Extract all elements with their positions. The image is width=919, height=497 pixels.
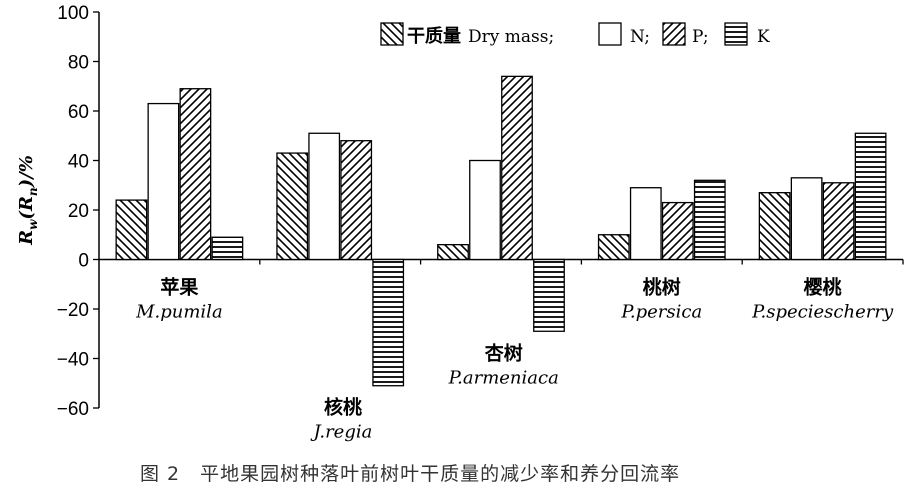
legend-label-dry-mass-cn: 干质量: [407, 25, 461, 47]
y-tick-label: −40: [57, 350, 89, 371]
category-label-cn: 樱桃: [804, 276, 842, 299]
legend-swatch-k: [724, 22, 748, 46]
legend-label-p: P;: [692, 27, 709, 47]
bar-j-regia-series-1: [276, 152, 309, 261]
bar-p-armeniaca-series-1: [437, 243, 469, 261]
bar-p-speciescherry-series-2: [790, 177, 823, 261]
y-tick-label: 20: [68, 201, 89, 222]
bar-p-persica-series-3: [661, 201, 694, 261]
bar-j-regia-series-4: [372, 258, 405, 387]
category-label-latin: J.regia: [310, 422, 373, 443]
category-label-cn: 桃树: [643, 276, 681, 299]
category-label-latin: M.pumila: [135, 302, 223, 323]
bar-m-pumila-series-2: [147, 102, 180, 261]
bar-m-pumila-series-4: [211, 236, 244, 261]
bars-layer: [115, 75, 887, 387]
legend-label-dry-mass-en: Dry mass;: [468, 27, 554, 47]
bar-p-speciescherry-series-4: [854, 132, 887, 261]
y-tick-label: 100: [57, 3, 89, 24]
category-label-latin: P.persica: [620, 302, 702, 323]
legend-label-n: N;: [630, 27, 650, 47]
y-tick-label: 80: [68, 53, 89, 74]
category-label-cn: 杏树: [484, 341, 523, 364]
bar-p-armeniaca-series-4: [533, 258, 565, 332]
bar-m-pumila-series-3: [179, 88, 212, 261]
y-tick-label: −20: [57, 300, 89, 321]
bar-j-regia-series-2: [308, 132, 341, 261]
legend-swatch-dry-mass: [380, 22, 404, 46]
y-tick-label: 60: [68, 102, 89, 123]
bar-p-speciescherry-series-3: [822, 182, 855, 261]
y-tick-label: 40: [68, 152, 89, 173]
legend-swatch-p: [662, 22, 686, 46]
bar-p-armeniaca-series-3: [501, 75, 533, 261]
bar-p-persica-series-4: [693, 179, 726, 261]
bar-p-armeniaca-series-2: [469, 159, 501, 261]
category-labels-layer: 苹果 M.pumila 核桃 J.regia 杏树 P.armeniaca 桃树 P.pers…: [135, 276, 894, 443]
bar-p-persica-series-2: [629, 187, 662, 261]
y-axis-label: Rw(Rn)/%: [16, 155, 40, 246]
figure-caption: 图 2 平地果园树种落叶前树叶干质量的减少率和养分回流率: [140, 463, 680, 485]
legend: 干质量 Dry mass; N; P; K: [380, 22, 770, 47]
category-label-cn: 核桃: [324, 396, 362, 419]
y-tick-label: 0: [78, 251, 89, 272]
bar-j-regia-series-3: [340, 140, 373, 261]
legend-swatch-n: [598, 22, 622, 46]
legend-label-k: K: [757, 27, 770, 47]
category-label-latin: P.speciescherry: [751, 302, 894, 323]
y-tick-label: −60: [57, 399, 89, 420]
category-label-cn: 苹果: [160, 276, 198, 299]
bar-m-pumila-series-1: [115, 199, 148, 261]
category-label-latin: P.armeniaca: [448, 367, 559, 388]
bar-p-persica-series-1: [597, 234, 630, 261]
bar-p-speciescherry-series-1: [758, 192, 791, 261]
